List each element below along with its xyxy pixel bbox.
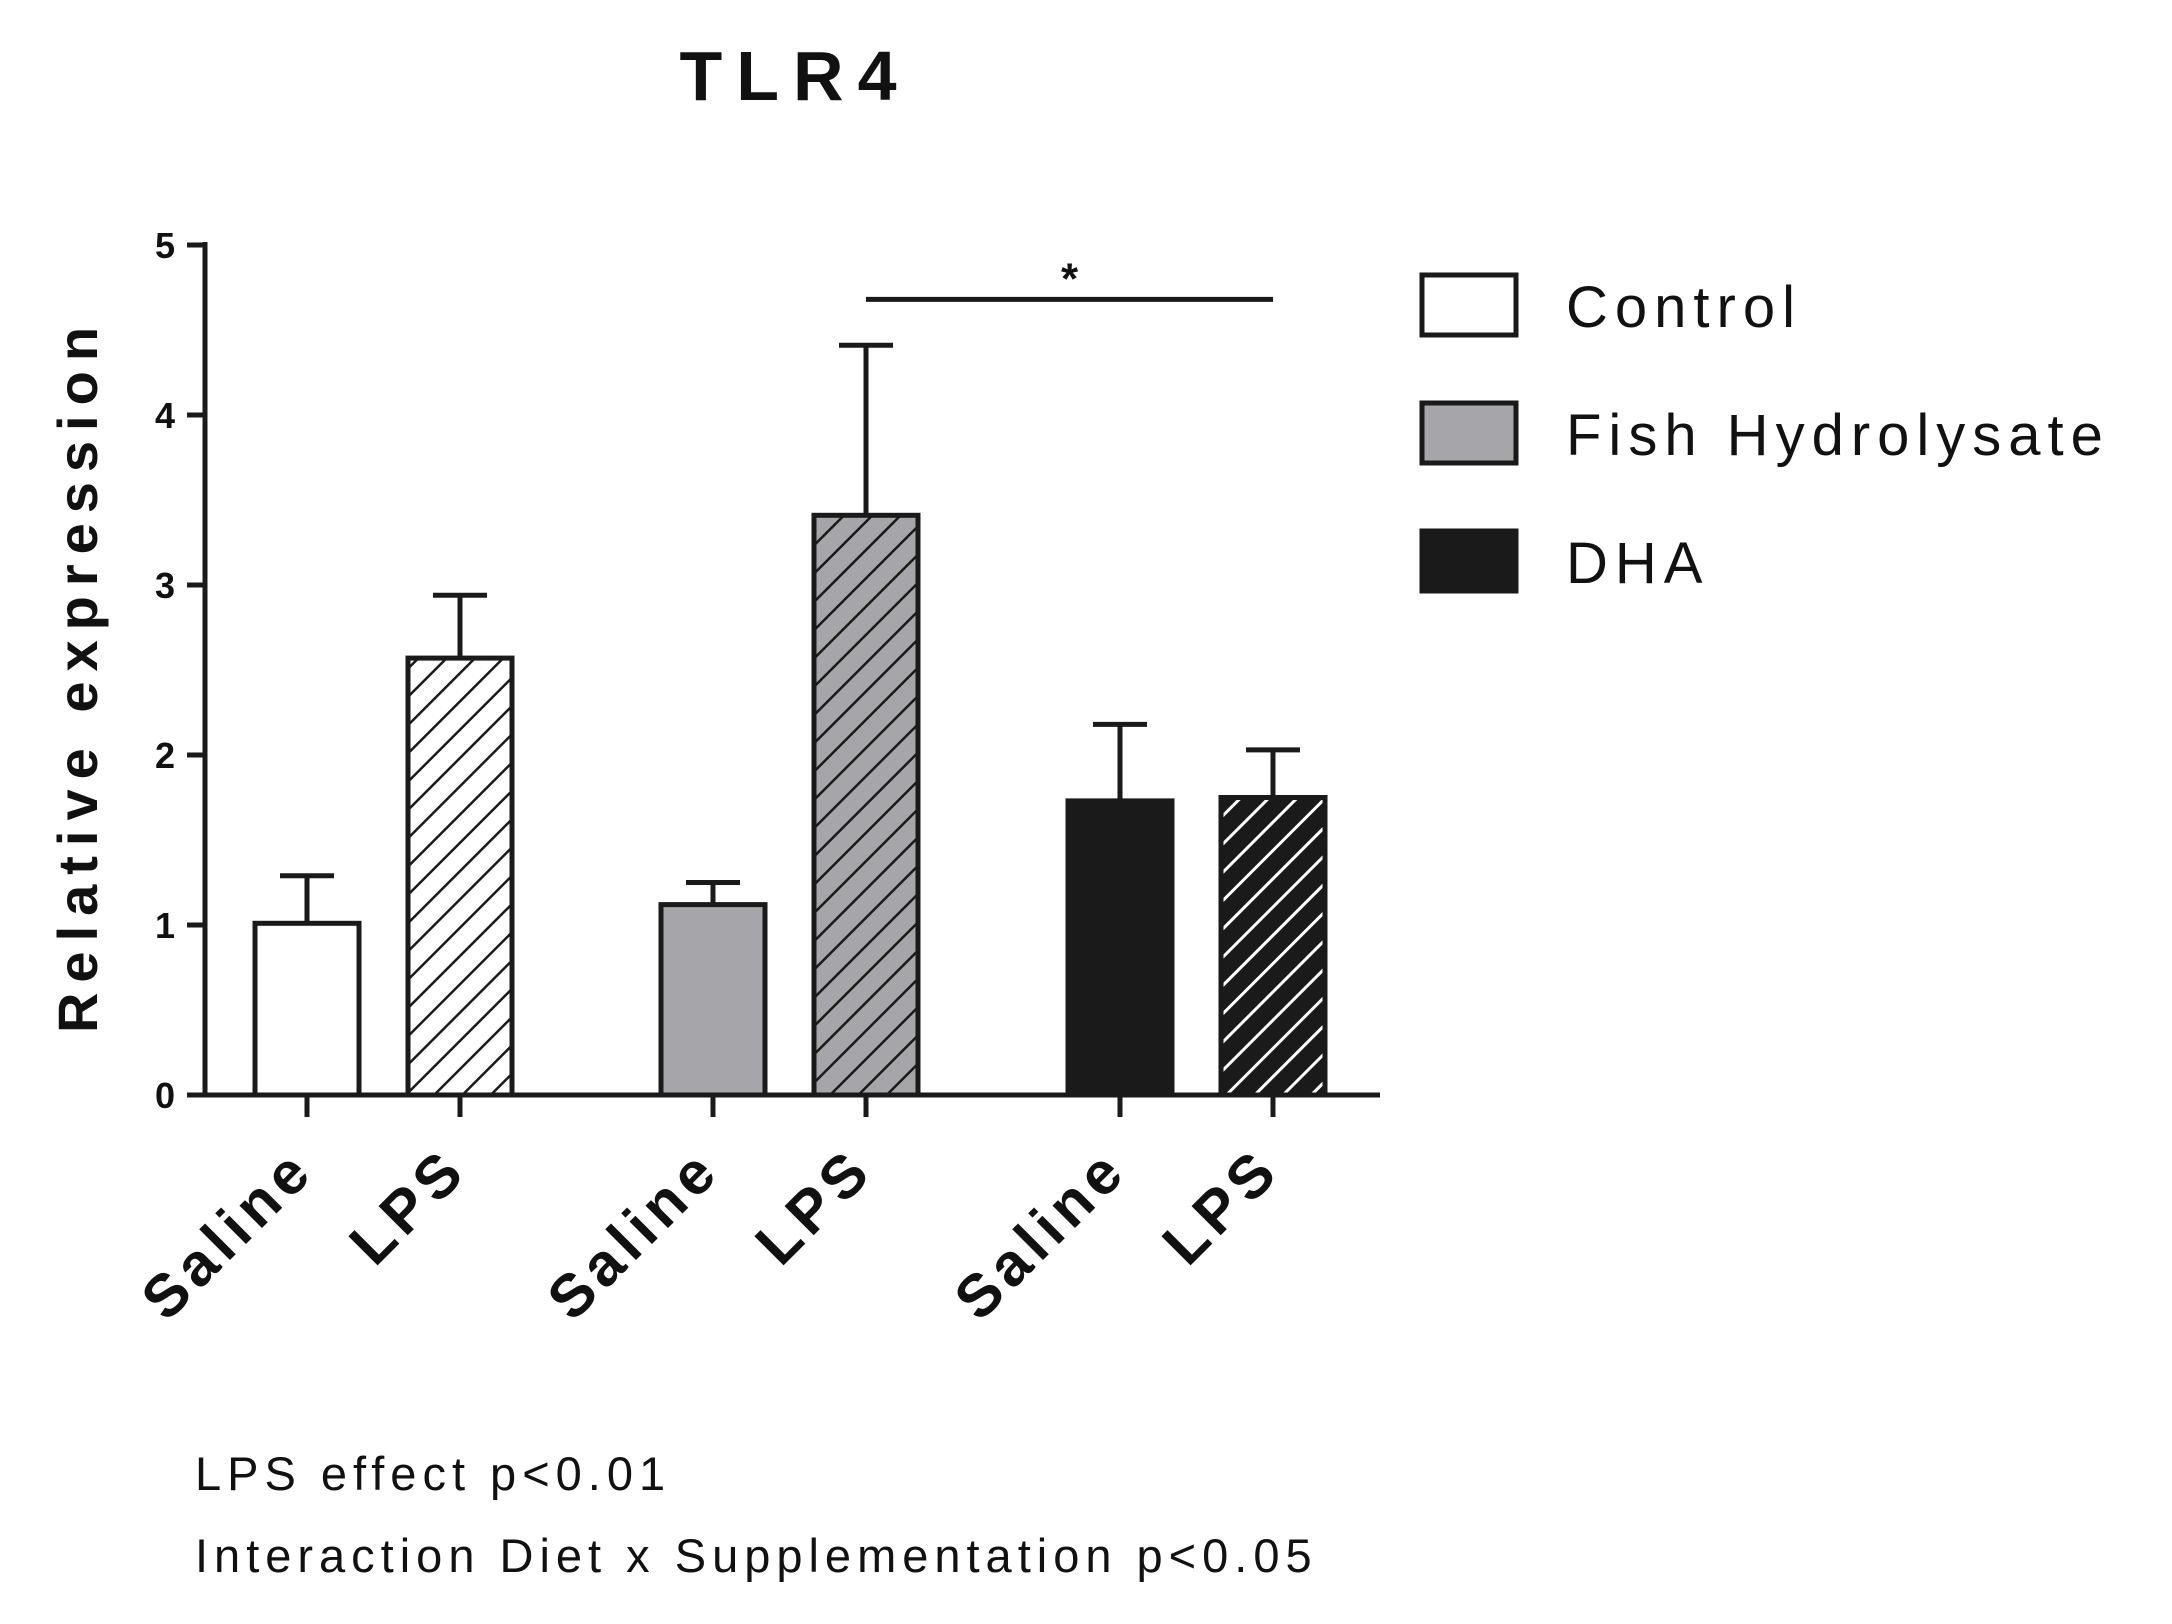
y-tick-label: 4 — [155, 395, 175, 436]
bar-dha-lps — [1218, 795, 1328, 1098]
x-tick-label-saline: Saline — [128, 1135, 326, 1333]
x-tick-label-lps: LPS — [743, 1135, 886, 1278]
legend-swatch-fish-hydrolysate — [1419, 400, 1519, 466]
legend: Control Fish Hydrolysate DHA — [1419, 272, 2110, 596]
x-tick-label-lps: LPS — [1150, 1135, 1293, 1278]
annotation-lps-effect: LPS effect p<0.01 — [195, 1447, 671, 1500]
chart-title: TLR4 — [680, 37, 911, 115]
y-axis-label: Relative expression — [46, 317, 109, 1033]
bar-fish-hydrolysate-lps — [811, 512, 921, 1098]
significance-markers: * — [866, 254, 1273, 303]
x-tick-label-saline: Saline — [941, 1135, 1139, 1333]
axes — [202, 242, 1380, 1117]
y-tick-label: 1 — [155, 905, 175, 946]
annotation-interaction: Interaction Diet x Supplementation p<0.0… — [195, 1529, 1318, 1582]
x-tick-label-lps: LPS — [337, 1135, 480, 1278]
y-tick-label: 5 — [155, 225, 175, 266]
bar-dha-saline — [1065, 798, 1175, 1098]
bar-fish-hydrolysate-saline — [658, 902, 768, 1098]
legend-label-fish-hydrolysate: Fish Hydrolysate — [1566, 403, 2110, 468]
legend-label-dha: DHA — [1566, 531, 1709, 596]
bars-layer — [252, 342, 1328, 1098]
bar-control-saline — [252, 920, 362, 1098]
x-tick-label-saline: Saline — [534, 1135, 732, 1333]
legend-swatch-dha — [1419, 528, 1519, 594]
legend-label-control: Control — [1566, 275, 1802, 340]
y-axis-ticks: 0 1 2 3 4 5 — [155, 225, 205, 1116]
y-tick-label: 0 — [155, 1075, 175, 1116]
category-labels: Saline LPS Saline LPS Saline LPS — [128, 1135, 1292, 1333]
bar-control-lps — [405, 655, 515, 1098]
y-tick-label: 3 — [155, 565, 175, 606]
legend-swatch-control — [1419, 272, 1519, 338]
significance-star: * — [1061, 254, 1079, 303]
y-tick-label: 2 — [155, 735, 175, 776]
